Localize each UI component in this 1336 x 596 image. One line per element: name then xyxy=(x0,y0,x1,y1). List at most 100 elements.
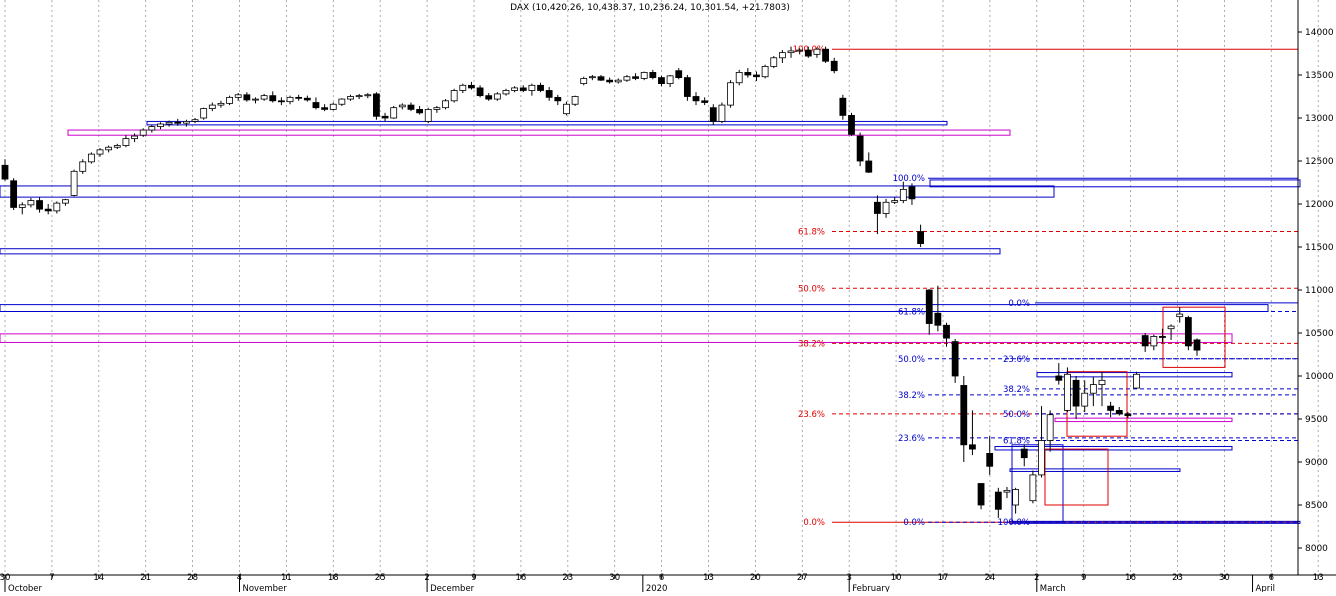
candle-body xyxy=(373,93,380,117)
candle-body xyxy=(735,72,743,84)
candle-body xyxy=(338,98,346,105)
candle-body xyxy=(563,103,570,115)
candle-body xyxy=(943,324,950,339)
sr-zone xyxy=(929,179,1301,188)
candle-body xyxy=(1150,336,1158,347)
y-tick-label: 13500 xyxy=(1305,71,1334,81)
fib-level-label: 61.8% xyxy=(1003,437,1030,447)
candle-body xyxy=(813,48,821,55)
y-tick-label: 8000 xyxy=(1305,544,1328,554)
candle-body xyxy=(1003,489,1011,493)
fib-level-layer: 100.0% 61.8% 50.0% 38.2% 23.6% 0.0% 100.0% 61.8… xyxy=(793,45,1298,528)
x-tick-label: 13 xyxy=(1313,573,1324,583)
x-tick-label: 17 xyxy=(938,573,949,583)
candle-body xyxy=(874,201,881,214)
candle-body xyxy=(347,96,354,100)
candle-body xyxy=(139,129,147,136)
candle-body xyxy=(848,115,855,135)
candle-body xyxy=(614,79,622,83)
candle-body xyxy=(580,78,588,85)
candle-body xyxy=(122,138,130,146)
candle-body xyxy=(1133,373,1140,389)
fib-level-label: 0.0% xyxy=(903,518,925,528)
candle-body xyxy=(554,96,562,102)
x-tick-label: 9 xyxy=(1081,573,1086,583)
candle-body xyxy=(191,119,199,122)
candle-body xyxy=(433,107,441,110)
candle-body xyxy=(450,90,458,102)
fib-level-label: 50.0% xyxy=(898,355,925,365)
candle-body xyxy=(286,96,294,103)
y-tick-label: 14000 xyxy=(1305,28,1334,38)
candle-body xyxy=(96,149,104,155)
y-tick-label: 11500 xyxy=(1305,243,1334,253)
candle-body xyxy=(1020,448,1028,459)
fib-level-label: 38.2% xyxy=(798,339,825,349)
x-tick-label: 14 xyxy=(93,573,104,583)
candle-body xyxy=(994,491,1002,510)
candle-body xyxy=(407,104,415,110)
y-tick-label: 9000 xyxy=(1305,458,1328,468)
candle-body xyxy=(977,483,985,506)
candle-body xyxy=(269,95,277,102)
candle-body xyxy=(303,97,311,101)
fib-level-label: 38.2% xyxy=(898,391,925,401)
chart-title: DAX (10,420.26, 10,438.37, 10,236.24, 10… xyxy=(510,3,790,13)
candle-body xyxy=(79,161,87,172)
candle-body xyxy=(744,72,752,76)
x-month-label: March xyxy=(1040,584,1066,592)
candle-body xyxy=(18,204,26,208)
y-tick-label: 11000 xyxy=(1305,286,1334,296)
candle-body xyxy=(200,108,208,119)
candle-body xyxy=(27,200,35,206)
x-tick-label: 6 xyxy=(659,573,664,583)
sr-zone xyxy=(0,304,1269,312)
candle-body xyxy=(390,107,398,119)
candle-body xyxy=(468,84,475,89)
candle-body xyxy=(278,100,285,103)
candle-body xyxy=(545,90,553,98)
candle-body xyxy=(87,153,95,163)
candle-body xyxy=(796,49,804,52)
candle-body xyxy=(1072,379,1080,407)
candle-body xyxy=(70,170,78,196)
candle-layer xyxy=(1,46,1201,518)
candle-body xyxy=(1055,375,1063,381)
x-tick-label: 30 xyxy=(1219,573,1230,583)
candle-body xyxy=(519,87,527,91)
candle-body xyxy=(623,76,631,81)
x-month-label: October xyxy=(8,584,43,592)
x-tick-label: 20 xyxy=(750,573,761,583)
range-box xyxy=(1011,444,1064,523)
candle-body xyxy=(969,444,976,450)
candle-body xyxy=(666,75,674,85)
x-month-label: February xyxy=(852,584,890,592)
candle-body xyxy=(528,84,536,91)
x-tick-label: 27 xyxy=(797,573,808,583)
candle-body xyxy=(208,104,216,109)
candle-body xyxy=(260,95,268,100)
candle-body xyxy=(442,100,449,109)
x-month-label: 2020 xyxy=(646,584,668,592)
candle-body xyxy=(1115,409,1123,415)
candle-body xyxy=(683,77,691,97)
sr-zone xyxy=(0,185,1055,198)
candle-body xyxy=(476,87,484,97)
candle-body xyxy=(856,135,864,162)
candle-body xyxy=(1029,474,1037,502)
fib-level-label: 23.6% xyxy=(798,410,825,420)
candle-body xyxy=(44,208,52,212)
candle-body xyxy=(1141,335,1149,347)
candle-body xyxy=(925,289,933,324)
candle-body xyxy=(588,76,596,79)
sr-zone xyxy=(1009,468,1181,472)
candle-body xyxy=(131,135,138,140)
sr-zone xyxy=(0,248,1001,255)
candle-body xyxy=(1167,325,1175,330)
candle-body xyxy=(1124,413,1132,416)
grid-layer xyxy=(4,0,1319,575)
candle-body xyxy=(182,121,190,124)
candle-body xyxy=(312,102,320,109)
x-tick-label: 21 xyxy=(140,573,151,583)
